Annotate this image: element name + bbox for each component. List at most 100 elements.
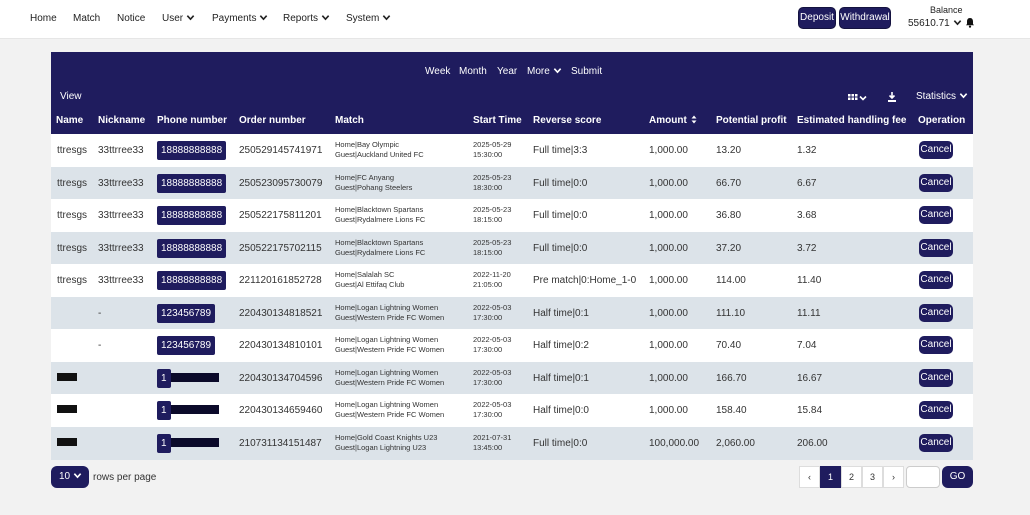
cancel-button[interactable]: Cancel	[919, 141, 953, 159]
phone-number-tag[interactable]: 1	[157, 433, 171, 453]
cancel-button[interactable]: Cancel	[919, 433, 953, 452]
cell-start-time: 18:30:00	[473, 182, 503, 192]
cell-match-home: Home|Blacktown Spartans	[335, 205, 424, 214]
col-header-phone[interactable]: Phone number	[157, 115, 228, 126]
page-button-1[interactable]: 1	[820, 466, 841, 488]
cell-start-date: 2025-05-23	[473, 172, 512, 182]
cell-order-number: 221120161852728	[239, 275, 322, 286]
cell-match-guest: Guest|Rydalmere Lions FC	[335, 247, 426, 257]
filter-more[interactable]: More	[527, 66, 562, 77]
phone-number-tag[interactable]: 123456789	[157, 336, 216, 355]
phone-number-tag[interactable]: 18888888888	[157, 238, 227, 258]
cancel-button[interactable]: Cancel	[919, 271, 953, 289]
cell-start-date: 2025-05-23	[473, 205, 512, 214]
nav-match[interactable]: Match	[73, 13, 101, 24]
phone-number-tag[interactable]: 1	[157, 401, 171, 420]
chevron-down-icon	[321, 13, 330, 22]
cell-match-guest: Guest|Western Pride FC Women	[335, 410, 445, 419]
col-header-match[interactable]: Match	[335, 115, 364, 126]
column-grid-button[interactable]	[847, 91, 869, 103]
page-size-select[interactable]: 10	[51, 466, 89, 488]
redacted-name	[57, 405, 77, 413]
cancel-button[interactable]: Cancel	[919, 206, 953, 224]
nav-system[interactable]: System	[346, 13, 391, 24]
deposit-button[interactable]: Deposit	[798, 7, 836, 29]
table-row: 1 220430134704596 Home|Logan Lightning Wom…	[51, 361, 973, 395]
cell-handling-fee: 3.68	[797, 210, 817, 221]
cell-amount: 1,000.00	[649, 405, 688, 416]
grid-icon	[848, 94, 867, 101]
cell-potential-profit: 114.00	[716, 275, 746, 286]
phone-number-tag[interactable]: 1	[157, 368, 171, 388]
col-header-handling-fee[interactable]: Estimated handling fee	[797, 115, 907, 126]
cell-handling-fee: 3.72	[797, 242, 817, 254]
bell-icon[interactable]	[965, 15, 975, 28]
cell-potential-profit: 13.20	[716, 145, 742, 156]
cancel-button[interactable]: Cancel	[919, 368, 953, 387]
page-jump-input[interactable]	[906, 466, 940, 488]
cell-start-date: 2025-05-23	[473, 237, 512, 247]
cell-order-number: 220430134659460	[239, 405, 323, 416]
col-header-amount[interactable]: Amount	[649, 115, 697, 126]
cell-handling-fee: 11.40	[797, 275, 822, 286]
download-button[interactable]	[887, 90, 897, 102]
phone-number-tag[interactable]: 123456789	[157, 303, 216, 323]
cell-match-guest: Guest|Pohang Steelers	[335, 182, 413, 192]
top-navbar: Home Match Notice User Payments Reports …	[0, 0, 1030, 39]
col-header-start-time[interactable]: Start Time	[473, 115, 522, 126]
phone-number-tag[interactable]: 18888888888	[157, 206, 227, 225]
cell-match-home: Home|Gold Coast Knights U23	[335, 432, 438, 442]
statistics-dropdown[interactable]: Statistics	[916, 91, 968, 102]
phone-number-tag[interactable]: 18888888888	[157, 173, 227, 193]
cell-match-guest: Guest|Al Ettifaq Club	[335, 280, 405, 289]
filter-year[interactable]: Year	[497, 66, 518, 77]
cell-handling-fee: 7.04	[797, 340, 817, 351]
withdrawal-button[interactable]: Withdrawal	[839, 7, 891, 29]
col-header-reverse-score[interactable]: Reverse score	[533, 115, 602, 126]
filter-month[interactable]: Month	[459, 66, 487, 77]
cell-potential-profit: 36.80	[716, 210, 742, 221]
balance-label: Balance	[930, 5, 963, 15]
cancel-button[interactable]: Cancel	[919, 238, 953, 257]
cell-start-date: 2021-07-31	[473, 432, 512, 442]
next-page-button[interactable]: ›	[883, 466, 904, 488]
cell-name: ttresgs	[57, 177, 88, 189]
cell-name: ttresgs	[57, 210, 88, 221]
page-button-2[interactable]: 2	[841, 466, 862, 488]
cell-start-time: 17:30:00	[473, 345, 503, 354]
nav-payments[interactable]: Payments	[212, 13, 268, 24]
phone-number-tag[interactable]: 18888888888	[157, 141, 227, 160]
cell-nickname: 33ttrree33	[98, 242, 144, 254]
cell-handling-fee: 6.67	[797, 177, 817, 189]
nav-notice[interactable]: Notice	[117, 13, 146, 24]
cell-potential-profit: 166.70	[716, 372, 747, 384]
cell-amount: 1,000.00	[649, 145, 688, 156]
table-row: ttresgs 33ttrree33 18888888888 221120161852…	[51, 264, 973, 297]
nav-user[interactable]: User	[162, 13, 195, 24]
cell-match-home: Home|Logan Lightning Women	[335, 302, 439, 312]
cancel-button[interactable]: Cancel	[919, 336, 953, 354]
filter-week[interactable]: Week	[425, 66, 451, 77]
cell-match-home: Home|Bay Olympic	[335, 140, 400, 149]
col-header-order[interactable]: Order number	[239, 115, 306, 126]
cell-potential-profit: 2,060.00	[716, 437, 755, 449]
chevron-down-icon	[959, 91, 968, 100]
page-button-3[interactable]: 3	[862, 466, 883, 488]
cancel-button[interactable]: Cancel	[919, 173, 953, 192]
col-header-potential-profit[interactable]: Potential profit	[716, 115, 787, 126]
nav-reports[interactable]: Reports	[283, 13, 330, 24]
cancel-button[interactable]: Cancel	[919, 303, 953, 322]
nav-home[interactable]: Home	[30, 13, 57, 24]
col-header-nickname[interactable]: Nickname	[98, 115, 146, 126]
cell-reverse-score: Half time|0:1	[533, 372, 589, 384]
cell-order-number: 220430134818521	[239, 307, 323, 319]
cell-nickname: 33ttrree33	[98, 275, 144, 286]
go-button[interactable]: GO	[942, 466, 973, 488]
cancel-button[interactable]: Cancel	[919, 401, 953, 419]
balance-dropdown[interactable]: 55610.71	[908, 18, 962, 29]
filter-submit[interactable]: Submit	[571, 66, 603, 77]
phone-number-tag[interactable]: 18888888888	[157, 271, 227, 290]
chevron-down-icon	[953, 18, 962, 27]
col-header-name[interactable]: Name	[56, 115, 84, 126]
prev-page-button[interactable]: ‹	[799, 466, 820, 488]
